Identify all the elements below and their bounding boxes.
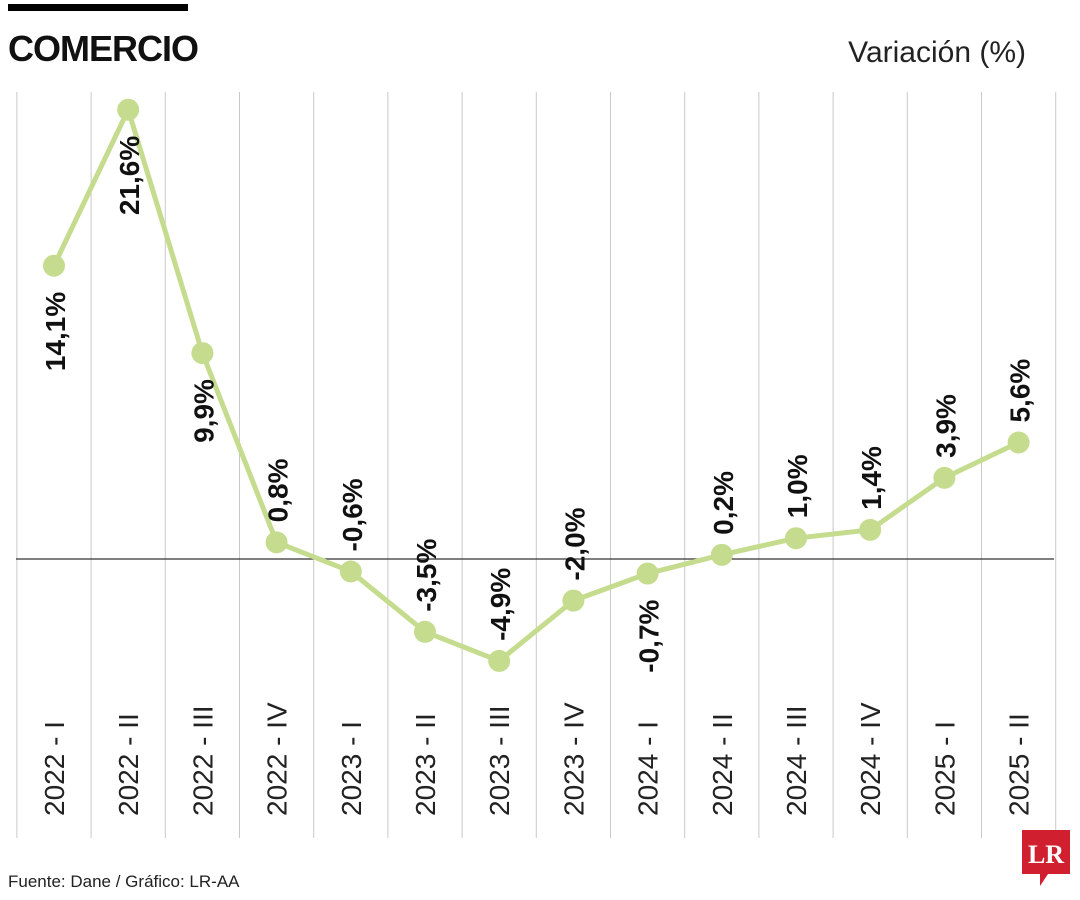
data-label: 1,0% bbox=[782, 454, 813, 518]
logo-badge bbox=[1022, 830, 1070, 886]
data-label: 3,9% bbox=[930, 394, 961, 458]
x-tick-label: 2024 - I bbox=[633, 721, 664, 816]
grid-layer bbox=[16, 92, 1057, 838]
data-point bbox=[562, 589, 585, 612]
source-note: Fuente: Dane / Gráfico: LR-AA bbox=[8, 872, 240, 891]
x-tick-label: 2022 - I bbox=[39, 721, 70, 816]
line-chart: 14,1% 21,6% 9,9% 0,8% -0,6% -3,5% -4,9% -2,0% -0… bbox=[16, 92, 1057, 838]
x-tick-label: 2025 - II bbox=[1004, 713, 1035, 816]
top-rule bbox=[8, 4, 188, 11]
data-point bbox=[710, 543, 733, 566]
data-label: 0,2% bbox=[708, 471, 739, 535]
data-label: 0,8% bbox=[263, 458, 294, 522]
data-point bbox=[785, 527, 807, 550]
marker-layer bbox=[43, 98, 1030, 672]
data-point bbox=[859, 518, 882, 541]
data-point bbox=[414, 620, 436, 643]
x-tick-layer: 2022 - I 2022 - II 2022 - III 2022 - IV 2023… bbox=[39, 702, 1035, 816]
data-label: 14,1% bbox=[40, 292, 71, 371]
data-point bbox=[636, 562, 659, 585]
data-point bbox=[43, 254, 65, 277]
data-label: -2,0% bbox=[559, 507, 590, 580]
data-point bbox=[1007, 431, 1030, 454]
x-tick-label: 2023 - IV bbox=[558, 702, 589, 816]
chart-title: COMERCIO bbox=[8, 28, 199, 69]
data-label: 5,6% bbox=[1005, 359, 1036, 423]
data-label: 21,6% bbox=[114, 136, 145, 215]
data-point bbox=[339, 560, 362, 583]
lr-logo: LR bbox=[1022, 830, 1070, 886]
x-tick-label: 2025 - I bbox=[929, 721, 960, 816]
data-point bbox=[488, 649, 511, 672]
unit-label: Variación (%) bbox=[848, 36, 1026, 69]
x-tick-label: 2024 - II bbox=[707, 713, 738, 816]
x-tick-label: 2023 - I bbox=[336, 721, 367, 816]
data-label: -3,5% bbox=[411, 539, 442, 612]
data-label: 9,9% bbox=[188, 379, 219, 443]
x-tick-label: 2022 - II bbox=[113, 713, 144, 816]
x-tick-label: 2022 - III bbox=[187, 705, 218, 816]
data-point bbox=[117, 98, 140, 121]
data-label-layer: 14,1% 21,6% 9,9% 0,8% -0,6% -3,5% -4,9% -2,0% -0… bbox=[40, 136, 1036, 673]
x-tick-label: 2024 - IV bbox=[855, 702, 886, 816]
data-label: -4,9% bbox=[485, 568, 516, 641]
series-line bbox=[51, 107, 1020, 664]
series-layer bbox=[51, 107, 1020, 664]
x-tick-label: 2024 - III bbox=[781, 705, 812, 816]
x-tick-label: 2023 - III bbox=[484, 705, 515, 816]
data-point bbox=[191, 342, 214, 365]
logo-text: LR bbox=[1028, 840, 1064, 869]
data-label: -0,7% bbox=[634, 599, 665, 672]
x-tick-label: 2023 - II bbox=[410, 713, 441, 816]
data-label: 1,4% bbox=[856, 446, 887, 510]
data-point bbox=[933, 466, 956, 489]
data-point bbox=[265, 531, 288, 554]
x-tick-label: 2022 - IV bbox=[262, 702, 293, 816]
data-label: -0,6% bbox=[337, 478, 368, 551]
